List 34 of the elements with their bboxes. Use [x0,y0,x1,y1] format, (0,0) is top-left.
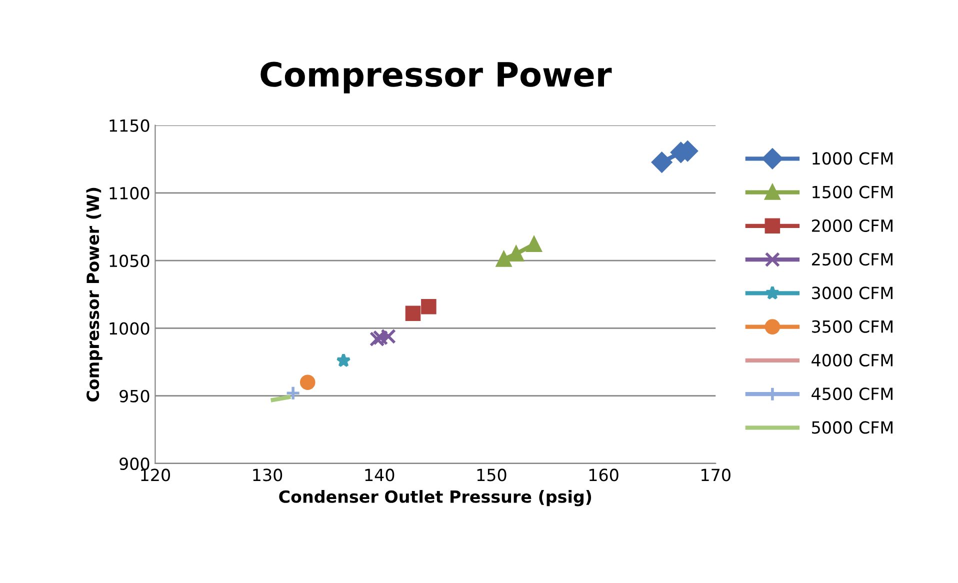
chart-title: Compressor Power [260,62,612,94]
point [652,152,672,172]
x-tick-label: 160 [589,468,618,482]
point [300,374,316,390]
point [421,298,436,314]
point [496,252,512,267]
legend-label: 4000 CFM [812,354,892,367]
y-tick-label: 950 [120,390,150,402]
legend-label: 5000 CFM [812,421,892,434]
legend-label: 4500 CFM [812,388,892,400]
point [405,306,421,321]
y-tick-label: 1100 [110,186,150,200]
point [336,353,351,368]
y-axis-title: Compressor Power (W) [86,188,102,402]
legend-label: 1500 CFM [812,186,892,198]
x-tick-label: 120 [141,468,170,482]
y-tick-label: 1000 [110,322,150,335]
point [372,330,388,346]
legend-label: 2000 CFM [812,219,892,232]
x-tick-label: 170 [702,468,730,482]
point [508,246,524,262]
x-tick-label: 150 [477,468,506,482]
y-tick-label: 1150 [110,119,150,132]
y-tick-label: 900 [120,457,150,470]
y-tick-label: 1050 [110,254,150,268]
point [285,386,301,401]
legend-label: 3500 CFM [812,320,892,333]
point [526,236,542,252]
x-axis-title: Condenser Outlet Pressure (psig) [279,490,592,506]
legend-label: 2500 CFM [812,253,892,266]
legend-label: 1000 CFM [812,152,892,165]
legend-label: 3000 CFM [812,286,892,300]
x-tick-label: 140 [365,468,394,482]
x-tick-label: 130 [253,468,282,482]
